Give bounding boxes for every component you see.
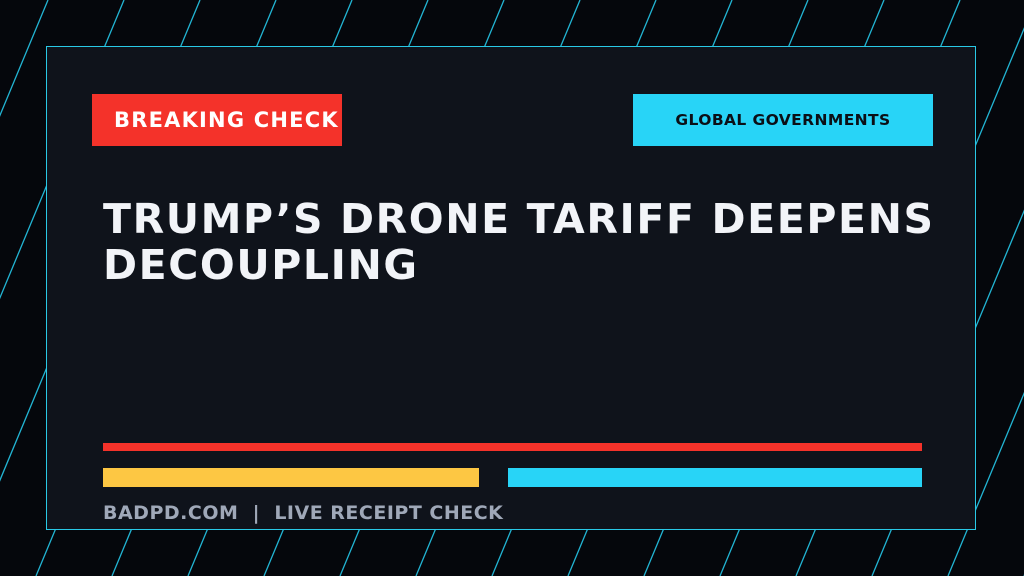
diagonal-stripe — [0, 0, 49, 117]
breaking-check-label: BREAKING CHECK — [114, 108, 339, 132]
headline-title: TRUMP’S DRONE TARIFF DEEPENS DECOUPLING — [103, 195, 935, 289]
global-governments-badge: GLOBAL GOVERNMENTS — [633, 94, 933, 146]
footer-separator: | — [252, 502, 261, 524]
footer-tagline: LIVE RECEIPT CHECK — [274, 502, 504, 524]
yellow-accent-bar — [103, 468, 479, 487]
diagonal-stripe — [947, 391, 1024, 576]
footer-text: BADPD.COM | LIVE RECEIPT CHECK — [103, 501, 503, 525]
cyan-accent-bar — [508, 468, 922, 487]
breaking-check-badge — [92, 94, 342, 146]
red-accent-bar — [103, 443, 922, 451]
global-governments-label: GLOBAL GOVERNMENTS — [675, 111, 891, 129]
footer-site: BADPD.COM — [103, 502, 239, 524]
